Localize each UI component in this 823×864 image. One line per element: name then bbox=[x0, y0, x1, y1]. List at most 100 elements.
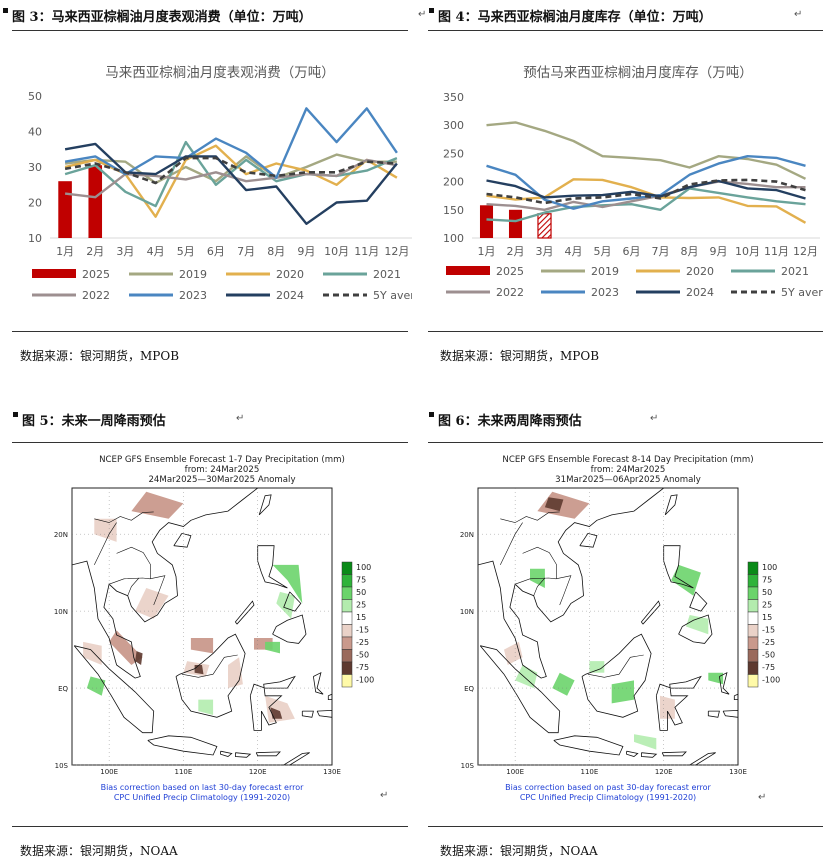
figure-3-source: 数据来源：银河期货，MPOB bbox=[20, 349, 180, 363]
series-line-2019 bbox=[64, 153, 397, 185]
x-tick-label: 5月 bbox=[594, 245, 612, 258]
map-canvas: NCEP GFS Ensemble Forecast 8-14 Day Prec… bbox=[460, 455, 780, 802]
coastline bbox=[640, 752, 658, 758]
map-title-line: from: 24Mar2025 bbox=[591, 465, 666, 475]
country-border bbox=[94, 522, 117, 566]
legend-color-box bbox=[747, 611, 759, 625]
legend-label: 2024 bbox=[686, 286, 714, 299]
series-line-2022 bbox=[486, 180, 806, 212]
legend-color-box bbox=[341, 611, 353, 625]
legend-color-box bbox=[341, 661, 353, 675]
legend-color-box bbox=[747, 574, 759, 588]
map-content bbox=[72, 488, 332, 765]
figure-3-label: 图 3：马来西亚棕榈油月度表观消费（单位：万吨） bbox=[12, 10, 312, 25]
legend-level-label: 15 bbox=[356, 613, 366, 622]
dry-anomaly-area bbox=[660, 695, 675, 719]
figure-5-header: 图 5：未来一周降雨预估 bbox=[12, 400, 408, 443]
legend-label: 2021 bbox=[781, 265, 809, 278]
wet-anomaly-area bbox=[515, 665, 538, 689]
legend-level-label: 100 bbox=[356, 563, 371, 572]
legend-color-box bbox=[747, 586, 759, 600]
coastline bbox=[255, 751, 281, 757]
legend-swatch bbox=[446, 266, 490, 275]
x-tick-label: 5月 bbox=[177, 245, 195, 258]
figure-4-footer bbox=[428, 331, 823, 332]
coastline bbox=[626, 750, 639, 757]
coastline bbox=[661, 751, 687, 757]
coastline bbox=[479, 645, 561, 734]
figure-4-source: 数据来源：银河期货，MPOB bbox=[440, 349, 600, 363]
coastline bbox=[327, 693, 332, 701]
legend-level-label: 75 bbox=[356, 576, 366, 585]
legend-color-box bbox=[747, 661, 759, 675]
y-tick-label: 200 bbox=[443, 176, 464, 189]
coastline bbox=[272, 614, 307, 644]
y-tick-label: 100 bbox=[443, 232, 464, 245]
coastline bbox=[147, 735, 218, 756]
series-line-2022 bbox=[64, 158, 398, 199]
return-mark-icon: ↵ bbox=[236, 413, 245, 424]
bullet-square-icon bbox=[13, 412, 18, 417]
return-mark-icon: ↵ bbox=[418, 9, 427, 20]
dry-anomaly-core bbox=[194, 665, 204, 675]
x-tick-label: 6月 bbox=[623, 245, 641, 258]
legend-level-label: 50 bbox=[762, 588, 772, 597]
legend-level-label: 25 bbox=[356, 601, 366, 610]
legend-color-box bbox=[747, 561, 759, 575]
country-border bbox=[555, 575, 572, 606]
coastline bbox=[73, 645, 155, 734]
figure-4-panel: 图 4：马来西亚棕榈油月度库存（单位：万吨） ↵ 预估马来西亚棕榈油月度库存（万… bbox=[428, 0, 823, 375]
legend-color-box bbox=[341, 574, 353, 588]
return-mark-icon: ↵ bbox=[794, 9, 803, 20]
legend-level-label: -15 bbox=[356, 626, 369, 635]
dry-anomaly-area bbox=[131, 491, 184, 519]
coastline bbox=[220, 750, 233, 757]
legend-label: 2019 bbox=[179, 268, 207, 281]
coastline bbox=[664, 494, 678, 516]
coastline bbox=[478, 488, 664, 679]
country-border bbox=[94, 511, 154, 523]
x-tick-label: 3月 bbox=[116, 245, 134, 258]
y-tick-label: 30 bbox=[28, 161, 42, 174]
lon-label: 110E bbox=[175, 768, 193, 776]
legend-color-box bbox=[341, 599, 353, 613]
map-content bbox=[478, 488, 738, 765]
bar-2025 bbox=[479, 205, 494, 238]
figure-3-title: 图 3：马来西亚棕榈油月度表观消费（单位：万吨） bbox=[3, 6, 312, 25]
legend-label: 2023 bbox=[179, 289, 207, 302]
country-border bbox=[500, 511, 560, 523]
legend-label: 2024 bbox=[276, 289, 304, 302]
coastline bbox=[316, 709, 332, 718]
wet-anomaly-area bbox=[276, 591, 295, 619]
x-tick-label: 8月 bbox=[681, 245, 699, 258]
lon-label: 100E bbox=[100, 768, 118, 776]
legend-label: 2021 bbox=[373, 268, 401, 281]
y-tick-label: 50 bbox=[28, 90, 42, 103]
legend-label: 2023 bbox=[591, 286, 619, 299]
y-tick-label: 300 bbox=[443, 119, 464, 132]
wet-anomaly-area bbox=[272, 564, 303, 604]
legend-label: 2020 bbox=[686, 265, 714, 278]
lat-label: 10S bbox=[461, 762, 475, 770]
map-title-line: NCEP GFS Ensemble Forecast 8-14 Day Prec… bbox=[502, 455, 753, 465]
lon-label: 120E bbox=[249, 768, 267, 776]
x-tick-label: 1月 bbox=[478, 245, 496, 258]
legend-level-label: 50 bbox=[356, 588, 366, 597]
legend-level-label: -100 bbox=[762, 676, 780, 685]
series-line-2019 bbox=[486, 121, 807, 180]
dry-anomaly-area bbox=[135, 588, 169, 619]
legend-label: 2022 bbox=[82, 289, 110, 302]
country-border bbox=[500, 522, 523, 566]
lat-label: 10N bbox=[54, 608, 68, 616]
figure-5-label: 图 5：未来一周降雨预估 bbox=[22, 414, 166, 429]
legend-level-label: 15 bbox=[762, 613, 772, 622]
figure-5-title: 图 5：未来一周降雨预估 bbox=[13, 410, 166, 429]
x-tick-label: 2月 bbox=[507, 245, 525, 258]
legend-level-label: 100 bbox=[762, 563, 777, 572]
return-mark-icon: ↵ bbox=[758, 792, 767, 803]
chart-title: 预估马来西亚棕榈油月度库存（万吨） bbox=[523, 65, 753, 81]
bullet-square-icon bbox=[429, 412, 434, 417]
legend-level-label: -50 bbox=[356, 651, 369, 660]
legend-level-label: 25 bbox=[762, 601, 772, 610]
figure-5-source: 数据来源：银河期货，NOAA bbox=[20, 844, 178, 858]
